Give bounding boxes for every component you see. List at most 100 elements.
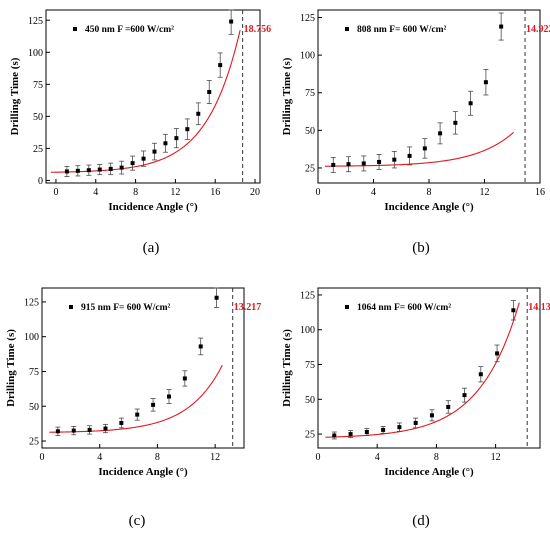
data-point — [207, 90, 212, 95]
plot-frame — [45, 9, 261, 184]
data-point — [495, 351, 500, 356]
data-point — [71, 428, 76, 433]
legend-marker — [73, 27, 77, 31]
legend-text: 1064 nm F= 600 W/cm² — [357, 303, 451, 313]
y-tick-label: 50 — [305, 395, 315, 406]
data-point — [468, 101, 473, 106]
panel-label: (a) — [143, 240, 160, 256]
x-axis-label: Incidence Angle (°) — [384, 201, 474, 213]
y-tick-label: 75 — [33, 80, 43, 91]
x-tick-label: 4 — [97, 452, 102, 463]
y-tick-label: 75 — [305, 88, 315, 99]
data-point — [446, 404, 451, 409]
data-point — [511, 308, 516, 313]
data-point — [130, 161, 135, 166]
data-point — [392, 157, 397, 162]
panel-label: (d) — [412, 513, 430, 529]
data-point — [453, 120, 458, 125]
data-point — [135, 412, 140, 417]
fit-curve — [325, 302, 520, 438]
data-point — [119, 420, 124, 425]
data-point — [64, 169, 69, 174]
x-tick-label: 12 — [210, 452, 220, 463]
y-tick-label: 50 — [33, 112, 43, 123]
data-point — [75, 168, 80, 173]
legend-text: 915 nm F= 600 W/cm² — [81, 303, 171, 313]
data-point — [364, 430, 369, 434]
data-point — [214, 295, 219, 300]
data-point — [166, 394, 171, 399]
y-axis-label: Drilling Time (s) — [281, 329, 293, 407]
chart-panel-b: 0 4 8 12 16 25 50 75 100 125 Incidence Angle (°) Dr… — [281, 9, 550, 256]
y-tick-label: 125 — [24, 297, 39, 308]
legend-marker — [69, 305, 73, 309]
data-point — [381, 427, 386, 432]
critical-angle-label: 13.217 — [234, 302, 262, 313]
x-tick-label: 0 — [316, 187, 321, 198]
plot-frame — [41, 287, 245, 449]
data-point — [87, 427, 92, 432]
y-tick-label: 25 — [33, 144, 43, 155]
y-tick-label: 100 — [300, 325, 315, 336]
critical-angle-label: 14.135 — [528, 302, 550, 313]
data-point — [196, 111, 201, 116]
x-tick-label: 12 — [491, 452, 501, 463]
y-tick-label: 25 — [305, 163, 315, 174]
data-point — [108, 166, 113, 171]
y-tick-label: 100 — [24, 332, 39, 343]
fit-curve — [49, 364, 223, 433]
legend-marker — [345, 27, 349, 31]
data-point — [218, 63, 223, 68]
x-tick-label: 8 — [434, 452, 439, 463]
y-tick-label: 125 — [300, 290, 315, 301]
x-axis-label: Incidence Angle (°) — [384, 466, 474, 478]
data-point — [163, 141, 168, 146]
x-axis-label: Incidence Angle (°) — [98, 466, 188, 478]
data-point — [348, 432, 353, 437]
data-point — [141, 156, 146, 161]
y-tick-label: 125 — [28, 16, 43, 27]
data-point — [152, 149, 157, 154]
y-axis-label: Drilling Time (s) — [5, 329, 17, 407]
x-tick-label: 0 — [316, 452, 321, 463]
chart-panel-d: 0 4 8 12 25 50 75 100 125 Incidence Angle (°) Dril… — [281, 287, 550, 529]
panel-label: (c) — [129, 513, 146, 529]
x-tick-label: 12 — [170, 187, 180, 198]
data-point — [361, 161, 366, 166]
y-tick-label: 100 — [28, 48, 43, 59]
y-tick-label: 50 — [29, 402, 39, 413]
x-tick-label: 20 — [250, 187, 260, 198]
data-point — [331, 162, 336, 167]
data-point — [346, 162, 351, 167]
critical-angle-label: 18.756 — [244, 24, 272, 35]
x-tick-label: 8 — [133, 187, 138, 198]
y-tick-label: 125 — [300, 13, 315, 24]
y-tick-label: 75 — [305, 360, 315, 371]
data-point — [174, 136, 179, 141]
x-tick-label: 4 — [93, 187, 98, 198]
y-tick-label: 25 — [305, 430, 315, 441]
data-point — [182, 376, 187, 381]
data-point — [438, 131, 443, 136]
data-point — [332, 433, 337, 438]
y-tick-label: 100 — [300, 51, 315, 62]
x-tick-label: 8 — [155, 452, 160, 463]
critical-angle-label: 14.922 — [526, 24, 550, 35]
data-point — [97, 167, 102, 172]
y-axis-label: Drilling Time (s) — [9, 57, 21, 135]
chart-panel-c: 0 4 8 12 25 50 75 100 125 Incidence Angle (°) Dril… — [5, 287, 262, 529]
data-point — [229, 19, 234, 24]
data-point — [422, 146, 427, 151]
x-tick-label: 0 — [40, 452, 45, 463]
data-point — [483, 80, 488, 85]
x-tick-label: 4 — [371, 187, 376, 198]
plot-frame — [317, 287, 541, 449]
fit-curve — [50, 30, 241, 173]
x-tick-label: 12 — [480, 187, 490, 198]
plot-frame — [317, 9, 541, 184]
data-point — [151, 402, 156, 407]
x-tick-label: 16 — [210, 187, 220, 198]
data-point — [198, 344, 203, 349]
y-tick-label: 25 — [29, 437, 39, 448]
